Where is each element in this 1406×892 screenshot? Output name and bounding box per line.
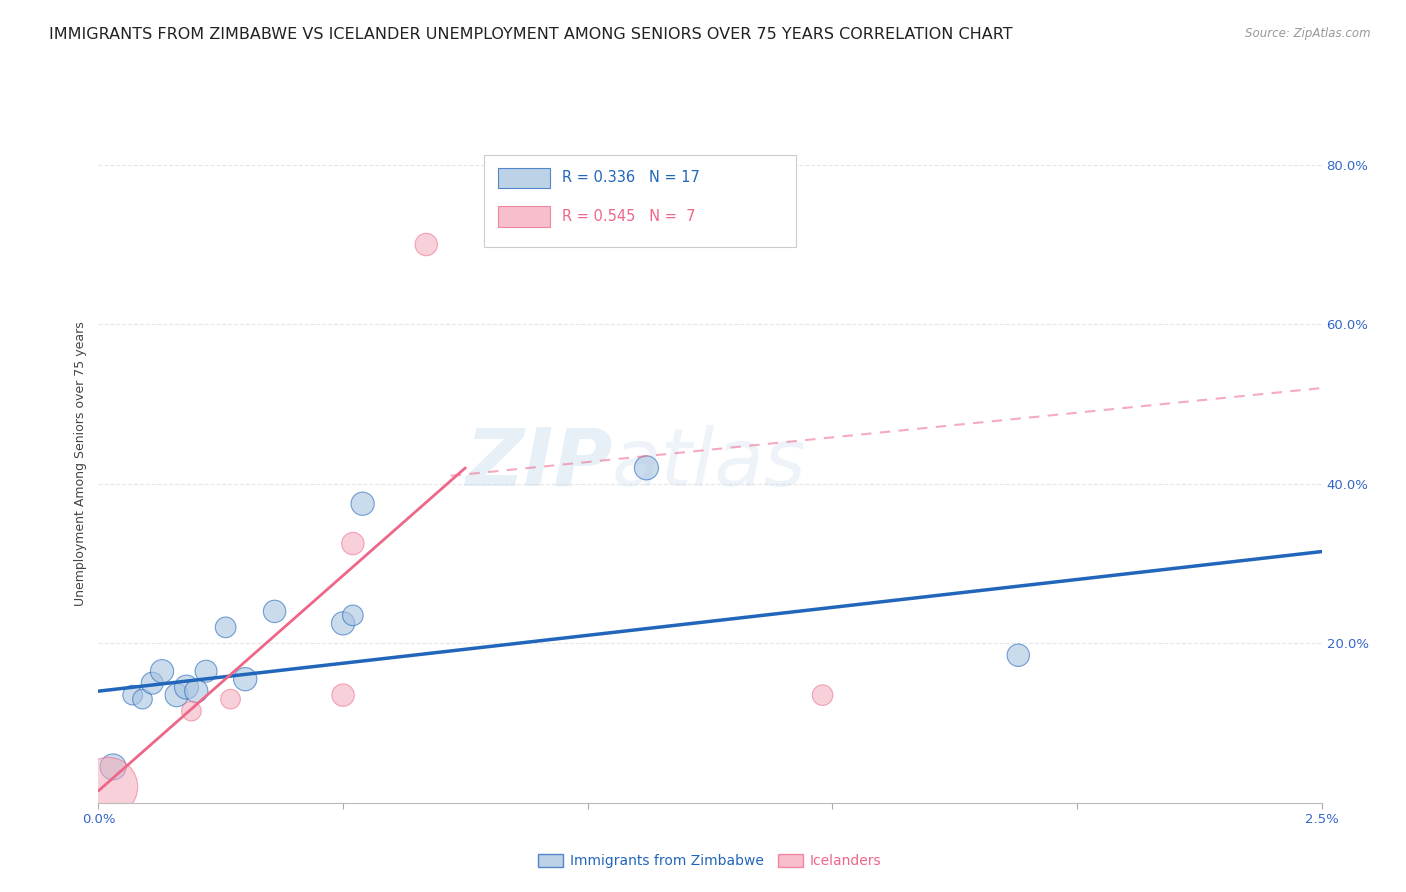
Point	[342, 608, 364, 623]
Point	[233, 672, 256, 686]
FancyBboxPatch shape	[498, 168, 550, 188]
Point	[214, 620, 236, 634]
Y-axis label: Unemployment Among Seniors over 75 years: Unemployment Among Seniors over 75 years	[73, 321, 87, 607]
Point	[166, 688, 188, 702]
Point	[131, 692, 153, 706]
FancyBboxPatch shape	[484, 155, 796, 247]
Text: R = 0.336   N = 17: R = 0.336 N = 17	[562, 170, 700, 186]
Text: R = 0.545   N =  7: R = 0.545 N = 7	[562, 209, 696, 224]
Point	[101, 760, 124, 774]
Point	[219, 692, 242, 706]
Point	[141, 676, 163, 690]
Point	[636, 460, 658, 475]
Text: ZIP: ZIP	[465, 425, 612, 503]
Point	[352, 497, 374, 511]
Point	[811, 688, 834, 702]
Text: Source: ZipAtlas.com: Source: ZipAtlas.com	[1246, 27, 1371, 40]
FancyBboxPatch shape	[498, 206, 550, 227]
Point	[332, 688, 354, 702]
Point	[176, 680, 198, 694]
Point	[332, 616, 354, 631]
Point	[415, 237, 437, 252]
Text: IMMIGRANTS FROM ZIMBABWE VS ICELANDER UNEMPLOYMENT AMONG SENIORS OVER 75 YEARS C: IMMIGRANTS FROM ZIMBABWE VS ICELANDER UN…	[49, 27, 1012, 42]
Point	[97, 780, 120, 794]
Point	[186, 684, 208, 698]
Point	[195, 664, 218, 678]
Point	[150, 664, 173, 678]
Point	[180, 704, 202, 718]
Point	[263, 604, 285, 618]
Legend: Immigrants from Zimbabwe, Icelanders: Immigrants from Zimbabwe, Icelanders	[533, 848, 887, 874]
Point	[1007, 648, 1029, 663]
Text: atlas: atlas	[612, 425, 807, 503]
Point	[121, 688, 143, 702]
Point	[342, 536, 364, 550]
